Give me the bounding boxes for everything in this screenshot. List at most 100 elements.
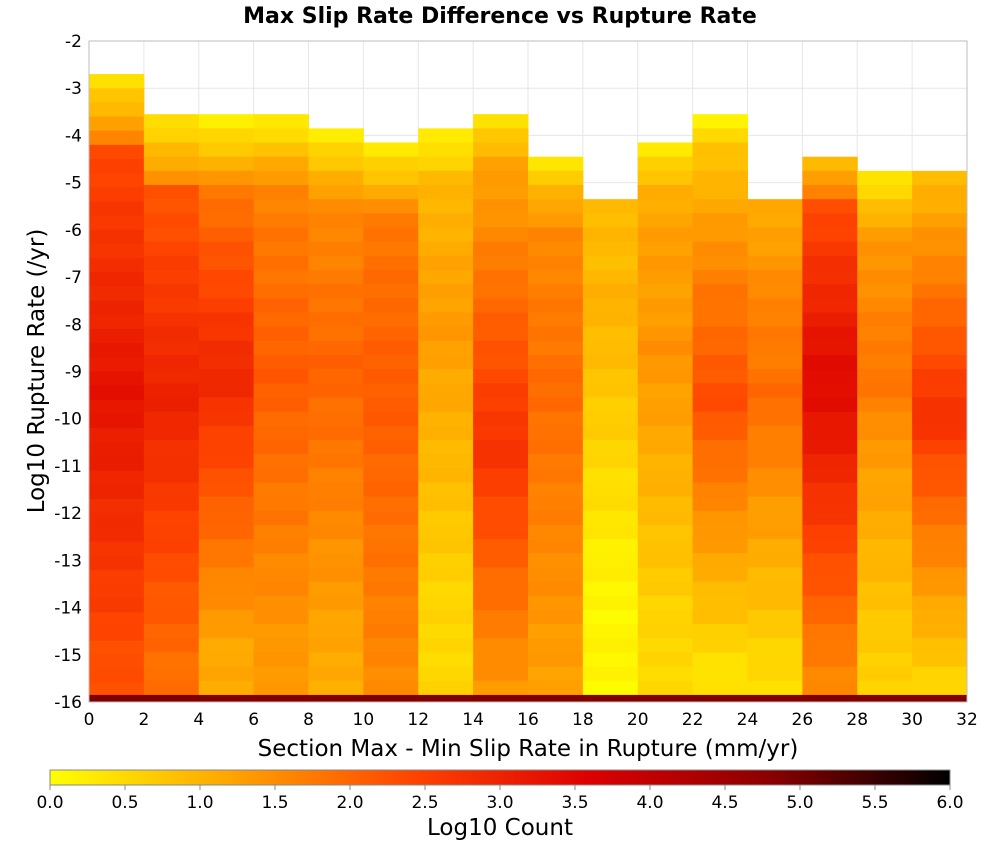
heatmap-cell [418, 609, 474, 625]
heatmap-cell [418, 185, 474, 200]
y-tick-label: -4 [65, 126, 82, 146]
heatmap-cell [528, 624, 584, 639]
heatmap-cell [363, 269, 419, 285]
heatmap-cell [473, 383, 529, 398]
heatmap-cell [363, 411, 419, 427]
heatmap-cell [582, 369, 639, 384]
heatmap-cell [89, 201, 145, 217]
heatmap-cell [912, 666, 968, 682]
heatmap-cell [308, 425, 364, 441]
heatmap-cell [89, 116, 145, 132]
heatmap-cell [89, 215, 145, 231]
heatmap-cell [363, 383, 419, 398]
heatmap-cell [253, 567, 309, 583]
heatmap-cell [747, 468, 803, 483]
heatmap-cell [363, 326, 419, 342]
heatmap-cell [473, 128, 529, 144]
heatmap-cell [143, 340, 200, 356]
heatmap-cell [528, 354, 584, 370]
heatmap-cell [582, 439, 639, 455]
heatmap-cell [857, 326, 913, 342]
heatmap-cell [692, 312, 748, 328]
heatmap-cell [857, 213, 913, 228]
heatmap-cell [198, 638, 255, 653]
heatmap-cell [308, 298, 364, 313]
heatmap-cell [198, 539, 255, 554]
y-axis-ticks: -2 -3 -4 -5 -6 -7 -8 -9 -10 -11 -12 -13 -14 -15 -16 [54, 32, 82, 713]
heatmap-cell [582, 539, 639, 554]
heatmap-cell [582, 241, 639, 257]
heatmap-cells [89, 74, 968, 702]
heatmap-cell [637, 468, 694, 483]
heatmap-cell [857, 666, 913, 682]
x-tick-label: 24 [737, 710, 759, 730]
heatmap-cell [912, 468, 968, 483]
heatmap-cell [912, 567, 968, 583]
heatmap-cell [253, 581, 309, 597]
heatmap-cell [418, 340, 474, 356]
heatmap-cell [363, 510, 419, 526]
heatmap-cell [692, 624, 748, 639]
heatmap-cell [528, 397, 584, 413]
heatmap-cell [528, 680, 584, 696]
colorbar-tick-label: 2.5 [411, 793, 438, 813]
heatmap-cell [912, 638, 968, 653]
heatmap-cell [912, 298, 968, 313]
heatmap-cell [637, 199, 694, 214]
heatmap-cell [692, 397, 748, 413]
heatmap-cell [692, 326, 748, 342]
heatmap-cell [473, 354, 529, 370]
heatmap-cell [308, 369, 364, 384]
heatmap-cell [802, 482, 858, 498]
heatmap-cell [198, 156, 255, 172]
heatmap-cell [143, 156, 200, 172]
heatmap-cell [418, 468, 474, 483]
heatmap-cell [143, 624, 200, 639]
heatmap-cell [802, 241, 858, 257]
heatmap-cell [143, 298, 200, 313]
y-tick-label: -11 [54, 457, 82, 477]
heatmap-cell [198, 142, 255, 158]
heatmap-cell [143, 638, 200, 653]
heatmap-cell [363, 142, 419, 158]
heatmap-cell [802, 652, 858, 668]
heatmap-cell [912, 609, 968, 625]
heatmap-cell [802, 510, 858, 526]
heatmap-cell [473, 609, 529, 625]
heatmap-cell [912, 680, 968, 696]
heatmap-cell [912, 383, 968, 398]
heatmap-cell [857, 609, 913, 625]
heatmap-cell [857, 425, 913, 441]
heatmap-cell [802, 312, 858, 328]
heatmap-cell [418, 298, 474, 313]
heatmap-cell [89, 102, 145, 118]
heatmap-cell [637, 269, 694, 285]
heatmap-cell [637, 425, 694, 441]
heatmap-cell [143, 227, 200, 243]
heatmap-cell [89, 385, 145, 401]
heatmap-cell [89, 640, 145, 656]
heatmap-cell [143, 581, 200, 597]
heatmap-cell [692, 425, 748, 441]
heatmap-cell [692, 539, 748, 554]
heatmap-cell [473, 539, 529, 554]
heatmap-cell [198, 369, 255, 384]
heatmap-cell [582, 638, 639, 653]
heatmap-cell [912, 652, 968, 668]
heatmap-cell [308, 680, 364, 696]
heatmap-cell [198, 524, 255, 540]
heatmap-cell [253, 383, 309, 398]
heatmap-cell [747, 411, 803, 427]
heatmap-cell [582, 397, 639, 413]
heatmap-cell [253, 312, 309, 328]
heatmap-cell [418, 439, 474, 455]
heatmap-cell [363, 553, 419, 568]
heatmap-cell [857, 383, 913, 398]
heatmap-cell [308, 227, 364, 243]
heatmap-cell [418, 581, 474, 597]
heatmap-cell [582, 652, 639, 668]
heatmap-cell [363, 439, 419, 455]
heatmap-cell [89, 456, 145, 472]
heatmap-cell [89, 569, 145, 585]
heatmap-cell [89, 654, 145, 670]
